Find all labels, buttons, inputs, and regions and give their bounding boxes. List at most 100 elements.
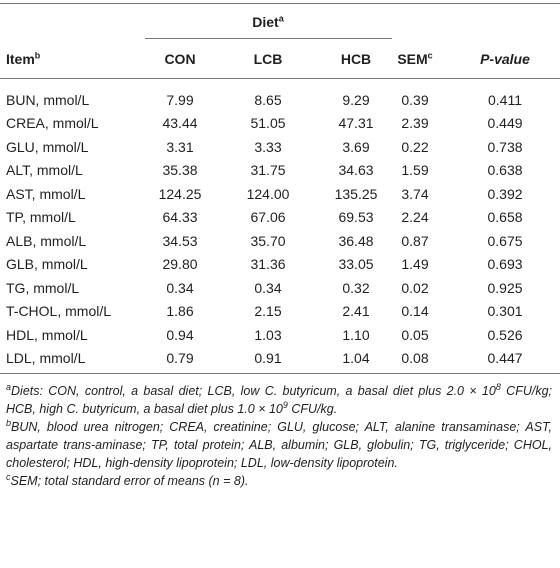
- value-cell: 35.38: [162, 162, 198, 179]
- column-header: HCB: [341, 50, 371, 68]
- group-header: Dieta: [252, 13, 283, 31]
- value-cell: 2.24: [401, 209, 429, 226]
- group-rule: [145, 38, 392, 39]
- value-cell: 124.25: [158, 185, 202, 202]
- item-cell: CREA, mmol/L: [6, 115, 99, 132]
- value-cell: 0.05: [401, 326, 429, 343]
- column-header-text: Item: [6, 51, 35, 67]
- bottom-rule: [0, 373, 560, 374]
- value-cell: 0.08: [401, 349, 429, 366]
- value-cell: 51.05: [250, 115, 286, 132]
- value-cell: 2.41: [342, 303, 370, 320]
- footnote: bBUN, blood urea nitrogen; CREA, creatin…: [6, 418, 552, 472]
- value-cell: 1.03: [254, 326, 282, 343]
- footnote-exponent: 8: [495, 381, 501, 392]
- column-header-text: LCB: [253, 51, 283, 67]
- value-cell: 33.05: [338, 256, 374, 273]
- value-cell: 0.39: [401, 92, 429, 108]
- item-cell: T-CHOL, mmol/L: [6, 303, 112, 320]
- footnote-text: CFU/kg.: [287, 402, 338, 416]
- value-cell: 1.49: [401, 256, 429, 273]
- item-cell: ALT, mmol/L: [6, 162, 83, 179]
- footnote: aDiets: CON, control, a basal diet; LCB,…: [6, 382, 552, 418]
- value-cell: 8.65: [254, 92, 282, 108]
- value-cell: 2.15: [254, 303, 282, 320]
- value-cell: 0.301: [487, 303, 523, 320]
- footnote: cSEM; total standard error of means (n =…: [6, 472, 552, 490]
- value-cell: 0.638: [487, 162, 523, 179]
- value-cell: 0.738: [487, 138, 523, 155]
- item-cell: TP, mmol/L: [6, 209, 76, 226]
- value-cell: 1.59: [401, 162, 429, 179]
- header-rule: [0, 78, 560, 79]
- footnote-text: BUN, blood urea nitrogen; CREA, creatini…: [6, 420, 552, 470]
- value-cell: 0.91: [254, 349, 282, 366]
- group-header-sup: a: [278, 13, 284, 24]
- value-cell: 0.02: [401, 279, 429, 296]
- value-cell: 1.86: [166, 303, 194, 320]
- column-header: CON: [164, 50, 195, 68]
- footnotes: aDiets: CON, control, a basal diet; LCB,…: [6, 382, 552, 490]
- value-cell: 0.449: [487, 115, 523, 132]
- value-cell: 0.22: [401, 138, 429, 155]
- column-header: P-value: [480, 50, 530, 68]
- column-header: LCB: [254, 50, 283, 68]
- value-cell: 0.675: [487, 232, 523, 249]
- value-cell: 124.00: [246, 185, 290, 202]
- value-cell: 34.63: [338, 162, 374, 179]
- column-header: Itemb: [6, 50, 40, 68]
- top-rule: [0, 3, 560, 4]
- value-cell: 3.33: [254, 138, 282, 155]
- value-cell: 0.79: [166, 349, 194, 366]
- value-cell: 0.87: [401, 232, 429, 249]
- value-cell: 0.411: [488, 92, 522, 108]
- value-cell: 43.44: [162, 115, 198, 132]
- value-cell: 0.32: [342, 279, 370, 296]
- value-cell: 2.39: [401, 115, 429, 132]
- group-header-text: Diet: [252, 14, 279, 30]
- column-header-text: CON: [164, 51, 196, 67]
- value-cell: 0.94: [166, 326, 194, 343]
- value-cell: 1.10: [342, 326, 370, 343]
- value-cell: 7.99: [166, 92, 194, 108]
- footnote-mark: c: [6, 471, 11, 482]
- value-cell: 31.75: [250, 162, 286, 179]
- value-cell: 34.53: [162, 232, 198, 249]
- value-cell: 0.34: [166, 279, 194, 296]
- value-cell: 3.69: [342, 138, 370, 155]
- value-cell: 31.36: [250, 256, 286, 273]
- column-header-text: P-value: [480, 51, 530, 67]
- value-cell: 47.31: [338, 115, 374, 132]
- value-cell: 0.658: [487, 209, 523, 226]
- item-cell: AST, mmol/L: [6, 185, 86, 202]
- value-cell: 0.693: [487, 256, 523, 273]
- column-header-text: SEM: [397, 51, 428, 67]
- value-cell: 0.34: [254, 279, 282, 296]
- value-cell: 0.14: [401, 303, 429, 320]
- value-cell: 36.48: [338, 232, 374, 249]
- value-cell: 1.04: [342, 349, 370, 366]
- item-cell: BUN, mmol/L: [6, 92, 90, 108]
- value-cell: 0.526: [487, 326, 523, 343]
- item-cell: ALB, mmol/L: [6, 232, 87, 249]
- value-cell: 64.33: [162, 209, 198, 226]
- column-header: SEMc: [397, 50, 432, 68]
- column-header-text: HCB: [340, 51, 372, 67]
- value-cell: 0.392: [487, 185, 523, 202]
- item-cell: LDL, mmol/L: [6, 349, 86, 366]
- value-cell: 135.25: [334, 185, 378, 202]
- column-header-sup: c: [427, 50, 433, 61]
- value-cell: 9.29: [342, 92, 370, 108]
- value-cell: 3.31: [166, 138, 194, 155]
- item-cell: HDL, mmol/L: [6, 326, 88, 343]
- footnote-mark: a: [6, 381, 12, 392]
- footnote-exponent: 9: [282, 399, 288, 410]
- value-cell: 35.70: [250, 232, 286, 249]
- value-cell: 69.53: [338, 209, 374, 226]
- value-cell: 29.80: [162, 256, 198, 273]
- footnote-text: Diets: CON, control, a basal diet; LCB, …: [11, 384, 496, 398]
- value-cell: 3.74: [401, 185, 429, 202]
- value-cell: 67.06: [250, 209, 286, 226]
- item-cell: GLU, mmol/L: [6, 138, 89, 155]
